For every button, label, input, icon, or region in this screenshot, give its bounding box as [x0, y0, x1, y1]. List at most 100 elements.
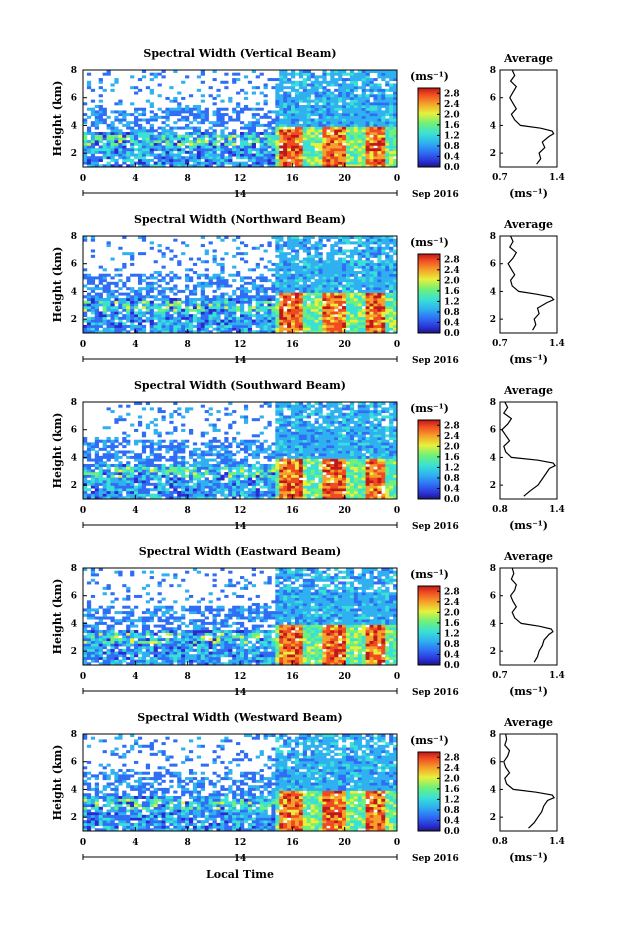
heatmap-cell	[114, 488, 119, 492]
heatmap-cell	[110, 150, 115, 154]
heatmap-cell	[247, 123, 253, 127]
heatmap-cell	[90, 306, 96, 310]
heatmap-cell	[114, 327, 119, 331]
heatmap-cell	[173, 439, 178, 443]
heatmap-cell	[228, 330, 233, 334]
heatmap-cell	[330, 306, 335, 310]
heatmap-cell	[161, 137, 166, 141]
heatmap-cell	[243, 276, 249, 280]
heatmap-cell	[326, 324, 331, 328]
heatmap-cell	[353, 273, 359, 277]
heatmap-cell	[342, 158, 347, 162]
heatmap-cell	[318, 303, 323, 307]
heatmap-cell	[177, 164, 182, 168]
heatmap-cell	[118, 463, 123, 467]
heatmap-cell	[334, 161, 339, 165]
heatmap-cell	[314, 249, 319, 253]
heatmap-cell	[393, 145, 398, 149]
heatmap-cell	[232, 238, 237, 242]
heatmap-cell	[90, 254, 96, 258]
heatmap-cell	[94, 319, 99, 323]
heatmap-cell	[287, 91, 292, 95]
heatmap-cell	[161, 415, 166, 419]
heatmap-cell	[192, 289, 198, 293]
heatmap-cell	[255, 434, 260, 438]
x-tick-label: 0	[394, 340, 400, 350]
heatmap-cell	[318, 129, 323, 133]
heatmap-cell	[314, 150, 319, 154]
heatmap-cell	[90, 99, 96, 103]
heatmap-cell	[126, 123, 131, 127]
heatmap-cell	[86, 450, 92, 454]
heatmap-cell	[342, 156, 347, 160]
heatmap-cell	[385, 297, 390, 301]
heatmap-cell	[287, 153, 292, 157]
heatmap-cell	[220, 461, 225, 465]
heatmap-cell	[114, 153, 119, 157]
heatmap-cell	[283, 78, 288, 82]
heatmap-cell	[169, 107, 174, 111]
heatmap-cell	[369, 297, 374, 301]
heatmap-cell	[318, 262, 323, 266]
heatmap-cell	[141, 407, 147, 411]
heatmap-cell	[345, 140, 351, 144]
heatmap-cell	[357, 161, 362, 165]
heatmap-cell	[137, 496, 143, 500]
average-y-tick-label: 6	[490, 94, 496, 104]
heatmap-cell	[122, 330, 127, 334]
heatmap-cell	[334, 118, 339, 122]
heatmap-cell	[342, 94, 347, 98]
heatmap-cell	[173, 142, 178, 146]
heatmap-cell	[141, 466, 147, 470]
heatmap-cell	[330, 297, 335, 301]
heatmap-cell	[196, 158, 202, 162]
heatmap-cell	[240, 295, 245, 299]
heatmap-cell	[196, 463, 202, 467]
heatmap-cell	[232, 453, 237, 457]
heatmap-cell	[114, 316, 119, 320]
heatmap-cell	[165, 96, 170, 100]
heatmap-cell	[279, 428, 284, 432]
heatmap-cell	[322, 153, 327, 157]
heatmap-cell	[330, 153, 335, 157]
heatmap-cell	[279, 300, 284, 304]
heatmap-cell	[236, 482, 241, 486]
heatmap-cell	[361, 330, 366, 334]
heatmap-cell	[220, 113, 225, 117]
heatmap-cell	[314, 105, 319, 109]
heatmap-cell	[322, 75, 327, 79]
heatmap-cell	[110, 148, 115, 152]
heatmap-cell	[302, 113, 308, 117]
heatmap-cell	[173, 238, 178, 242]
heatmap-cell	[334, 137, 339, 141]
heatmap-cell	[98, 295, 103, 299]
heatmap-cell	[385, 292, 390, 296]
heatmap-cell	[302, 161, 308, 165]
heatmap-cell	[275, 437, 280, 441]
heatmap-cell	[94, 482, 99, 486]
heatmap-cell	[302, 292, 308, 296]
heatmap-cell	[275, 271, 280, 275]
heatmap-cell	[98, 156, 103, 160]
heatmap-cell	[228, 311, 233, 315]
heatmap-cell	[126, 134, 131, 138]
heatmap-cell	[110, 303, 115, 307]
heatmap-cell	[130, 140, 135, 144]
heatmap-cell	[373, 295, 378, 299]
heatmap-cell	[326, 319, 331, 323]
heatmap-cell	[196, 126, 202, 130]
heatmap-cell	[306, 308, 311, 312]
heatmap-cell	[271, 319, 276, 323]
heatmap-cell	[369, 126, 374, 130]
heatmap-cell	[357, 145, 362, 149]
heatmap-cell	[243, 300, 249, 304]
heatmap-cell	[90, 477, 96, 481]
heatmap-cell	[243, 407, 249, 411]
heatmap-cell	[90, 161, 96, 165]
heatmap-cell	[381, 110, 386, 114]
heatmap-cell	[365, 123, 370, 127]
heatmap-cell	[169, 316, 174, 320]
heatmap-cell	[240, 121, 245, 125]
heatmap-cell	[243, 445, 249, 449]
heatmap-cell	[153, 260, 158, 264]
